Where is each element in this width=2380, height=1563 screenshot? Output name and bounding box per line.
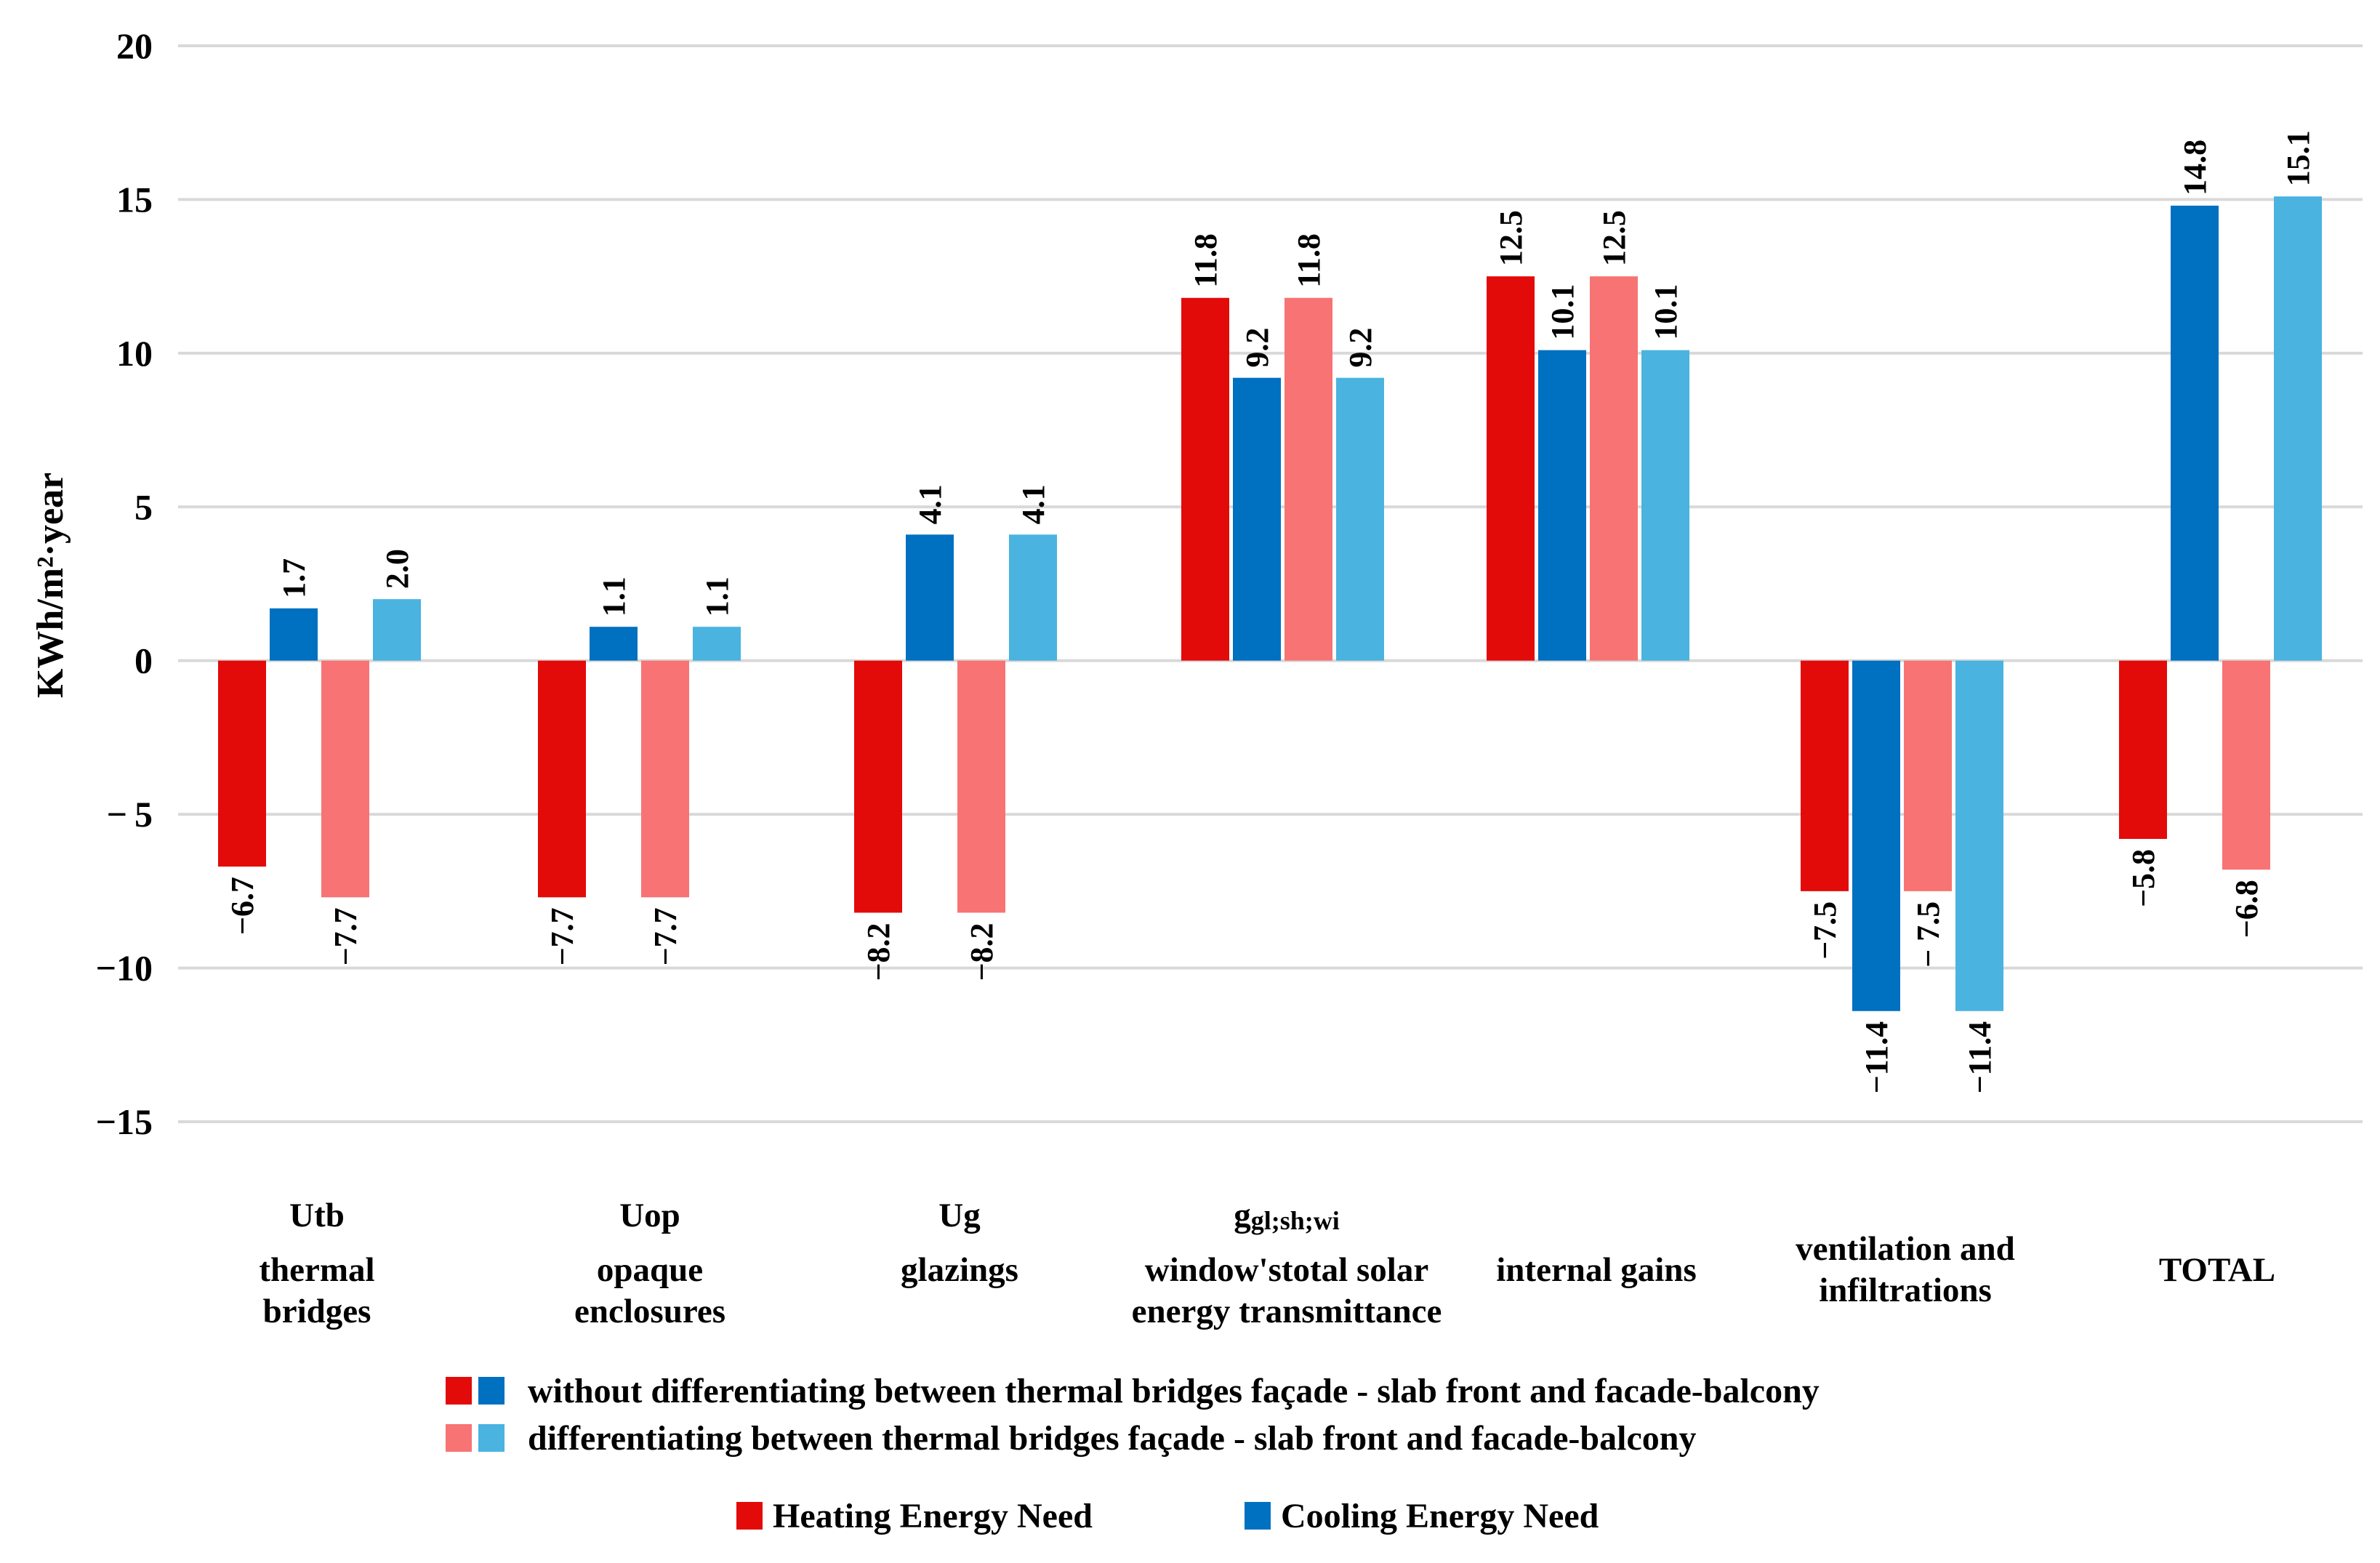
legend-swatch xyxy=(478,1424,504,1452)
category-label: glazings xyxy=(901,1251,1018,1289)
data-label: 9.2 xyxy=(1343,328,1378,368)
y-tick-label: −10 xyxy=(96,948,153,989)
bar xyxy=(1538,350,1586,661)
data-label: − 7.5 xyxy=(1910,901,1946,968)
bar xyxy=(1641,350,1689,661)
category-label: ventilation and xyxy=(1796,1230,2015,1268)
legend-swatch xyxy=(446,1377,472,1405)
bar xyxy=(538,660,586,898)
bar xyxy=(1590,276,1638,661)
data-label: 1.1 xyxy=(699,576,735,616)
category-label: internal gains xyxy=(1496,1251,1697,1289)
bar xyxy=(373,599,421,661)
y-tick-label: 10 xyxy=(116,333,153,374)
data-label: −11.4 xyxy=(1962,1021,1998,1094)
category-symbol: Ug xyxy=(938,1197,981,1234)
data-label: −5.8 xyxy=(2126,849,2161,907)
legend-swatch xyxy=(736,1502,763,1530)
legend-label: Cooling Energy Need xyxy=(1281,1497,1599,1535)
data-label: −8.2 xyxy=(964,923,1000,981)
legend: without differentiating between thermal … xyxy=(446,1372,1820,1535)
data-label: 15.1 xyxy=(2280,130,2316,186)
category-label: infiltrations xyxy=(1819,1271,1992,1309)
y-tick-label: 20 xyxy=(116,25,153,66)
data-label: −6.8 xyxy=(2229,880,2264,938)
bar xyxy=(2274,196,2322,661)
bar xyxy=(1801,660,1849,891)
legend-label: Heating Energy Need xyxy=(773,1497,1093,1535)
bar xyxy=(2119,660,2167,839)
bar xyxy=(218,660,266,867)
legend-swatch xyxy=(478,1377,504,1405)
data-label: −7.7 xyxy=(544,907,580,965)
data-label: −11.4 xyxy=(1859,1021,1894,1094)
bar xyxy=(1181,297,1229,661)
y-tick-label: 5 xyxy=(134,486,153,527)
category-symbol: Uop xyxy=(619,1197,680,1234)
data-label: 11.8 xyxy=(1291,233,1327,288)
category-label: enclosures xyxy=(574,1293,725,1330)
data-label: 4.1 xyxy=(912,484,948,524)
bar xyxy=(1904,660,1952,891)
bar xyxy=(1233,377,1281,661)
data-label: 14.8 xyxy=(2177,140,2213,196)
legend-swatch xyxy=(1245,1502,1271,1530)
bar xyxy=(854,660,902,913)
bar xyxy=(906,534,954,661)
data-label: −7.7 xyxy=(328,907,363,965)
bar xyxy=(2171,205,2219,661)
bar xyxy=(693,627,741,661)
bars xyxy=(218,196,2322,1011)
category-label: opaque xyxy=(597,1251,703,1289)
data-label: 2.0 xyxy=(379,549,415,589)
data-labels: −6.7 −7.7 −8.2 11.8 12.5 −7.5 −5.8 1.7 1.1 4.1 9.2… xyxy=(225,130,2316,1093)
category-symbol: Utb xyxy=(289,1197,345,1234)
data-label: 4.1 xyxy=(1016,484,1051,524)
data-label: 12.5 xyxy=(1596,210,1632,266)
data-label: −8.2 xyxy=(861,923,896,981)
data-label: −6.7 xyxy=(225,877,260,935)
y-tick-label: 15 xyxy=(116,179,153,220)
y-tick-label: 0 xyxy=(134,640,153,681)
data-label: 10.1 xyxy=(1545,284,1580,340)
y-tick-label: −15 xyxy=(96,1101,153,1142)
x-axis-categories: Utb thermal bridges Uop opaque enclosures Ug gl… xyxy=(259,1197,2275,1330)
category-label: TOTAL xyxy=(2159,1251,2275,1289)
legend-label: differentiating between thermal bridges … xyxy=(528,1419,1696,1458)
y-axis-title: KWh/m²·year xyxy=(30,473,71,698)
data-label: −7.5 xyxy=(1807,901,1843,960)
bar xyxy=(1336,377,1384,661)
data-label: −7.7 xyxy=(648,907,683,965)
bar xyxy=(1852,660,1900,1011)
bar xyxy=(641,660,689,898)
data-label: 1.7 xyxy=(276,558,312,598)
bar xyxy=(590,627,638,661)
bar xyxy=(2222,660,2270,870)
legend-swatch xyxy=(446,1424,472,1452)
category-label: energy transmittance xyxy=(1132,1293,1442,1330)
category-label: window'stotal solar xyxy=(1145,1251,1428,1289)
data-label: 11.8 xyxy=(1188,233,1223,288)
category-symbol: ggl;sh;wi xyxy=(1234,1197,1340,1235)
bar xyxy=(1285,297,1332,661)
data-label: 1.1 xyxy=(596,576,632,616)
bar xyxy=(1487,276,1535,661)
data-label: 10.1 xyxy=(1648,284,1684,340)
bar xyxy=(957,660,1005,913)
category-label: bridges xyxy=(263,1293,371,1330)
y-tick-label: − 5 xyxy=(106,794,153,835)
bar xyxy=(1009,534,1057,661)
bar xyxy=(270,608,318,661)
category-label: thermal xyxy=(259,1251,374,1289)
data-label: 9.2 xyxy=(1239,328,1275,368)
y-axis: 20 15 10 5 0 − 5 −10 −15 KWh/m²·year xyxy=(30,25,153,1142)
legend-label: without differentiating between thermal … xyxy=(528,1372,1820,1410)
bar xyxy=(1955,660,2003,1011)
bar xyxy=(321,660,369,898)
data-label: 12.5 xyxy=(1493,210,1529,266)
